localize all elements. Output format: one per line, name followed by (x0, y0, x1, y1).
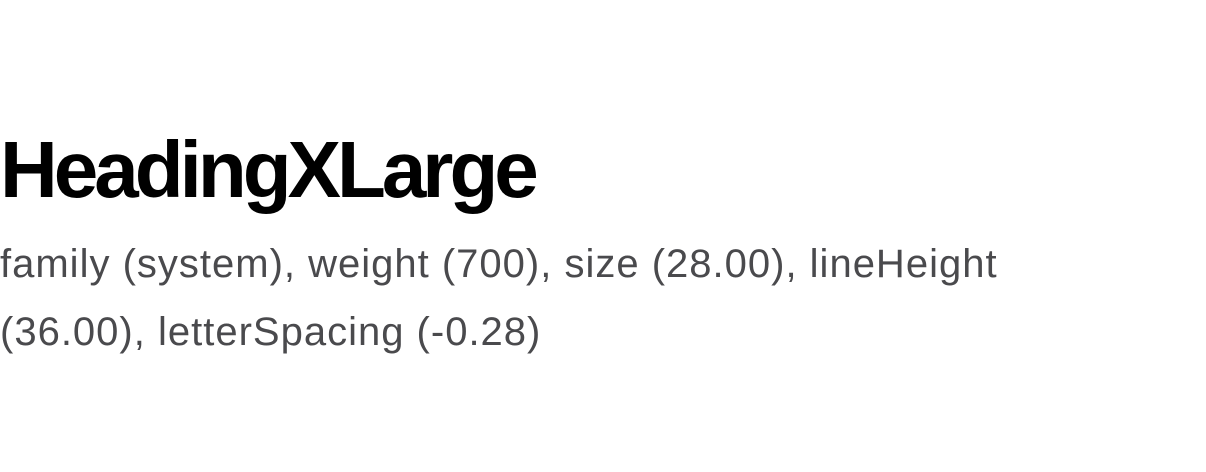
specimen-title: HeadingXLarge (0, 125, 539, 214)
specimen-description: family (system), weight (700), size (28.… (0, 242, 998, 354)
type-specimen: HeadingXLarge family (system), weight (7… (0, 118, 1180, 366)
